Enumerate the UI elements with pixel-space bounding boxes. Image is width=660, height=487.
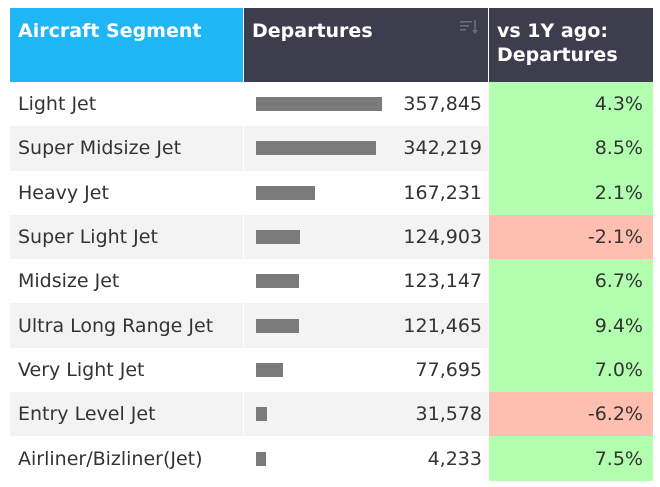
vs-1y-ago-cell: 6.7% <box>489 259 653 304</box>
departures-value: 357,845 <box>403 93 482 116</box>
vs-1y-ago-cell: 9.4% <box>489 303 653 348</box>
table-row[interactable]: Entry Level Jet 31,578 -6.2% <box>10 392 653 437</box>
vs-1y-ago-cell: -6.2% <box>489 392 653 437</box>
departures-bar <box>256 141 376 156</box>
header-vs-1y-ago[interactable]: vs 1Y ago: Departures <box>489 8 653 82</box>
departures-cell: 357,845 <box>244 82 488 127</box>
header-vs-1y-ago-line2: Departures <box>497 44 618 66</box>
aircraft-segment-cell: Super Midsize Jet <box>10 126 243 171</box>
departures-cell: 4,233 <box>244 436 488 481</box>
departures-bar <box>256 318 299 333</box>
table-row[interactable]: Ultra Long Range Jet 121,465 9.4% <box>10 303 653 348</box>
header-departures[interactable]: Departures <box>244 8 488 82</box>
aircraft-segment-cell: Super Light Jet <box>10 214 243 260</box>
departures-value: 167,231 <box>403 181 482 204</box>
aircraft-segment-cell: Airliner/Bizliner(Jet) <box>10 436 243 481</box>
table-row[interactable]: Light Jet 357,845 4.3% <box>10 82 653 127</box>
departures-value: 121,465 <box>403 314 482 337</box>
departures-cell: 167,231 <box>244 170 488 215</box>
departures-bar <box>256 97 382 112</box>
header-departures-label: Departures <box>252 20 373 42</box>
departures-cell: 123,147 <box>244 259 488 304</box>
header-vs-1y-ago-line1: vs 1Y ago: <box>497 20 608 42</box>
aircraft-segment-cell: Very Light Jet <box>10 347 243 393</box>
aircraft-segment-cell: Entry Level Jet <box>10 392 243 437</box>
vs-1y-ago-cell: -2.1% <box>489 214 653 260</box>
vs-1y-ago-cell: 7.5% <box>489 436 653 481</box>
vs-1y-ago-cell: 8.5% <box>489 126 653 171</box>
table-row[interactable]: Super Midsize Jet 342,219 8.5% <box>10 126 653 171</box>
aircraft-segment-cell: Heavy Jet <box>10 170 243 215</box>
departures-cell: 124,903 <box>244 214 488 260</box>
departures-cell: 77,695 <box>244 347 488 393</box>
vs-1y-ago-cell: 7.0% <box>489 347 653 393</box>
departures-value: 124,903 <box>403 226 482 249</box>
departures-cell: 31,578 <box>244 392 488 437</box>
departures-value: 77,695 <box>415 358 482 381</box>
departures-bar <box>256 274 299 289</box>
table-row[interactable]: Heavy Jet 167,231 2.1% <box>10 170 653 215</box>
departures-value: 4,233 <box>427 447 482 470</box>
table-row[interactable]: Midsize Jet 123,147 6.7% <box>10 259 653 304</box>
table-row[interactable]: Super Light Jet 124,903 -2.1% <box>10 214 653 260</box>
table-row[interactable]: Very Light Jet 77,695 7.0% <box>10 347 653 393</box>
departures-value: 342,219 <box>403 137 482 160</box>
table-body: Light Jet 357,845 4.3% Super Midsize Jet 342… <box>10 82 653 481</box>
header-aircraft-segment[interactable]: Aircraft Segment <box>10 8 243 82</box>
departures-value: 123,147 <box>403 270 482 293</box>
departures-cell: 342,219 <box>244 126 488 171</box>
departures-bar <box>256 451 266 466</box>
vs-1y-ago-cell: 4.3% <box>489 82 653 127</box>
aircraft-segment-cell: Ultra Long Range Jet <box>10 303 243 348</box>
sort-descending-icon[interactable] <box>460 20 478 34</box>
aircraft-segment-cell: Midsize Jet <box>10 259 243 304</box>
vs-1y-ago-cell: 2.1% <box>489 170 653 215</box>
departures-bar <box>256 185 315 200</box>
table-header: Aircraft Segment Departures vs 1Y ago: D… <box>10 8 653 82</box>
header-aircraft-segment-label: Aircraft Segment <box>18 20 202 42</box>
departures-bar <box>256 362 283 377</box>
departures-cell: 121,465 <box>244 303 488 348</box>
departures-value: 31,578 <box>415 403 482 426</box>
departures-table: Aircraft Segment Departures vs 1Y ago: D… <box>10 8 653 481</box>
departures-bar <box>256 230 300 245</box>
table-row[interactable]: Airliner/Bizliner(Jet) 4,233 7.5% <box>10 436 653 481</box>
aircraft-segment-cell: Light Jet <box>10 82 243 127</box>
departures-bar <box>256 407 267 422</box>
